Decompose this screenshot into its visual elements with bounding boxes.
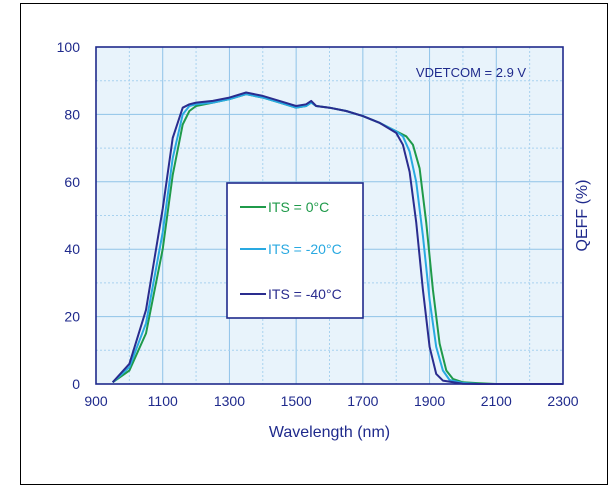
legend-label-0: ITS = 0°C [268,199,329,215]
tick-labels: 900 1100 1300 1500 1700 1900 2100 2300 0 20 40 60 80… [57,39,579,409]
x-tick-label: 2300 [547,393,578,409]
annotation-vdetcom: VDETCOM = 2.9 V [416,65,526,80]
legend: ITS = 0°C ITS = -20°C ITS = -40°C [226,182,364,319]
y-tick-label: 20 [64,309,80,325]
series-layer [111,91,563,385]
x-tick-label: 1900 [414,393,445,409]
x-tick-label: 2100 [481,393,512,409]
legend-label-2: ITS = -40°C [268,286,342,302]
legend-label-1: ITS = -20°C [268,241,342,257]
x-tick-label: 1500 [281,393,312,409]
y-tick-label: 100 [57,39,81,55]
y-tick-label: 60 [64,174,80,190]
plot-border [95,46,564,385]
y-tick-label: 0 [72,376,80,392]
x-tick-label: 1100 [148,393,178,409]
legend-box [226,182,364,319]
x-axis-label: Wavelength (nm) [269,424,390,441]
x-tick-label: 900 [84,393,108,409]
y-axis-label: QEFF (%) [574,180,591,252]
x-tick-label: 1300 [214,393,245,409]
series-line-2 [111,91,563,385]
y-tick-label: 80 [64,106,80,122]
y-tick-label: 40 [64,241,80,257]
x-tick-label: 1700 [347,393,378,409]
